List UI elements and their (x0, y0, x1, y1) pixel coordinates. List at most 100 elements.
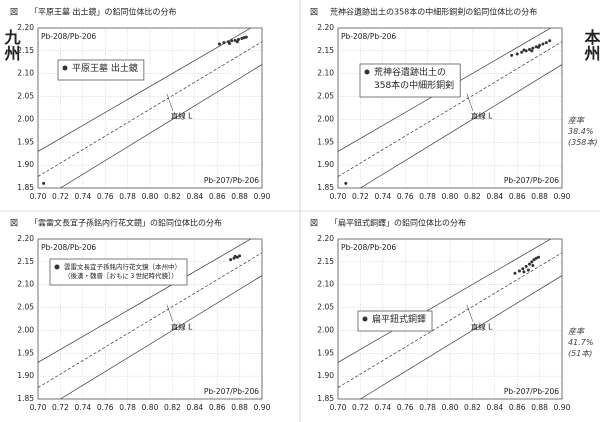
point (532, 258, 536, 262)
point (530, 260, 534, 264)
x-tick-label: 0.78 (419, 403, 436, 412)
chart-title: 「扁平鈕式銅鐸」の鉛同位体比の分布 (330, 218, 466, 228)
legend-label: 扁平鈕式銅鐸 (372, 313, 426, 325)
x-tick-label: 0.70 (30, 192, 47, 201)
reference-line (38, 239, 251, 363)
x-tick-label: 0.86 (209, 192, 226, 201)
x-tick-label: 0.90 (254, 403, 271, 412)
point (534, 45, 538, 49)
point (229, 258, 233, 262)
y-tick-label: 1.90 (17, 371, 34, 380)
reference-line (360, 275, 562, 399)
annotation-pointer (166, 93, 174, 111)
y-tick-label: 2.20 (17, 234, 34, 243)
reference-line (338, 252, 562, 388)
y-tick-label: 1.90 (317, 160, 334, 169)
point (530, 49, 534, 53)
point (526, 268, 530, 272)
figure-label: 図 (310, 8, 318, 17)
y-tick-label: 1.90 (317, 371, 334, 380)
y-axis-label: Pb-208/Pb-206 (41, 243, 96, 252)
plot: 0.70 0.72 0.74 0.76 0.78 0.80 0.82 0.84 0.86 0.88… (17, 234, 270, 412)
annotation: 直線 L (471, 322, 493, 332)
point (536, 255, 540, 259)
point (520, 50, 524, 54)
y-tick-label: 2.10 (317, 69, 334, 78)
x-tick-label: 0.88 (231, 403, 248, 412)
x-tick-label: 0.86 (509, 192, 526, 201)
legend-box (359, 63, 461, 98)
x-tick-label: 0.70 (330, 403, 347, 412)
x-tick-label: 0.84 (486, 403, 503, 412)
point (528, 47, 532, 51)
x-tick-label: 0.84 (186, 192, 203, 201)
point (531, 46, 535, 50)
x-tick-label: 0.82 (464, 192, 481, 201)
annotation: 直線 L (171, 322, 193, 332)
y-tick-label: 1.95 (17, 348, 34, 357)
x-tick-label: 0.74 (74, 403, 91, 412)
legend-box (49, 258, 188, 286)
x-axis-label: Pb-207/Pb-206 (504, 176, 559, 185)
y-tick-label: 1.85 (317, 394, 334, 403)
x-tick-label: 0.86 (509, 403, 526, 412)
y-tick-label: 2.00 (317, 114, 334, 123)
point (228, 42, 232, 46)
chart-title: 「平原王墓 出土鏡」の鉛同位体比の分布 (30, 7, 177, 17)
x-tick-label: 0.88 (531, 403, 548, 412)
y-tick-label: 2.10 (317, 280, 334, 289)
reference-line (360, 64, 562, 188)
y-tick-label: 2.15 (17, 257, 34, 266)
legend-label: 雲雷文長宜子孫銘内行花文鏡（本州中）（後漢・魏晋［おもに３世紀時代鏡］） (64, 262, 181, 280)
x-tick-label: 0.84 (486, 192, 503, 201)
x-tick-label: 0.76 (397, 192, 414, 201)
x-tick-label: 0.88 (231, 192, 248, 201)
plot: 0.70 0.72 0.74 0.76 0.78 0.80 0.82 0.84 0.86 0.88… (317, 23, 570, 201)
x-tick-label: 0.74 (374, 403, 391, 412)
legend-box (357, 310, 433, 332)
x-tick-label: 0.70 (30, 403, 47, 412)
x-tick-label: 0.78 (419, 192, 436, 201)
side-note: 九州 (2, 29, 22, 61)
x-tick-label: 0.80 (442, 192, 459, 201)
x-axis-label: Pb-207/Pb-206 (204, 176, 259, 185)
x-tick-label: 0.86 (209, 403, 226, 412)
x-tick-label: 0.88 (531, 192, 548, 201)
x-tick-label: 0.90 (254, 192, 271, 201)
x-tick-label: 0.70 (330, 192, 347, 201)
y-tick-label: 2.20 (17, 23, 34, 32)
chart-title: 「雲雷文長宜子孫銘内行花文鏡」の鉛同位体比の分布 (30, 218, 222, 228)
x-tick-label: 0.80 (442, 403, 459, 412)
legend-marker (362, 316, 368, 322)
y-tick-label: 2.05 (317, 92, 334, 101)
point (230, 39, 234, 43)
point (522, 48, 526, 52)
x-tick-label: 0.84 (186, 403, 203, 412)
figure-label: 図 (10, 219, 18, 228)
plot: 0.70 0.72 0.74 0.76 0.78 0.80 0.82 0.84 0.86 0.88… (317, 234, 570, 412)
legend-marker (62, 65, 68, 71)
side-note: 本州 (582, 28, 600, 61)
point (515, 52, 519, 56)
side-note: 産率 41.7% (51本) (568, 327, 593, 358)
point (548, 39, 552, 43)
annotation-pointer (166, 304, 174, 322)
reference-line (60, 64, 262, 188)
legend-label: 荒神谷遺跡出土の 358本の中細形銅剣 (374, 66, 454, 91)
point (236, 37, 240, 41)
point (510, 53, 514, 57)
x-tick-label: 0.90 (554, 403, 571, 412)
x-tick-label: 0.74 (74, 192, 91, 201)
point (521, 267, 525, 271)
x-tick-label: 0.72 (352, 192, 369, 201)
x-tick-label: 0.76 (397, 403, 414, 412)
x-tick-label: 0.80 (142, 403, 159, 412)
reference-line (338, 239, 551, 363)
reference-line (338, 41, 562, 177)
point (244, 35, 248, 39)
point (222, 41, 226, 45)
y-tick-label: 1.85 (317, 183, 334, 192)
point (238, 254, 242, 258)
x-tick-label: 0.76 (97, 192, 114, 201)
